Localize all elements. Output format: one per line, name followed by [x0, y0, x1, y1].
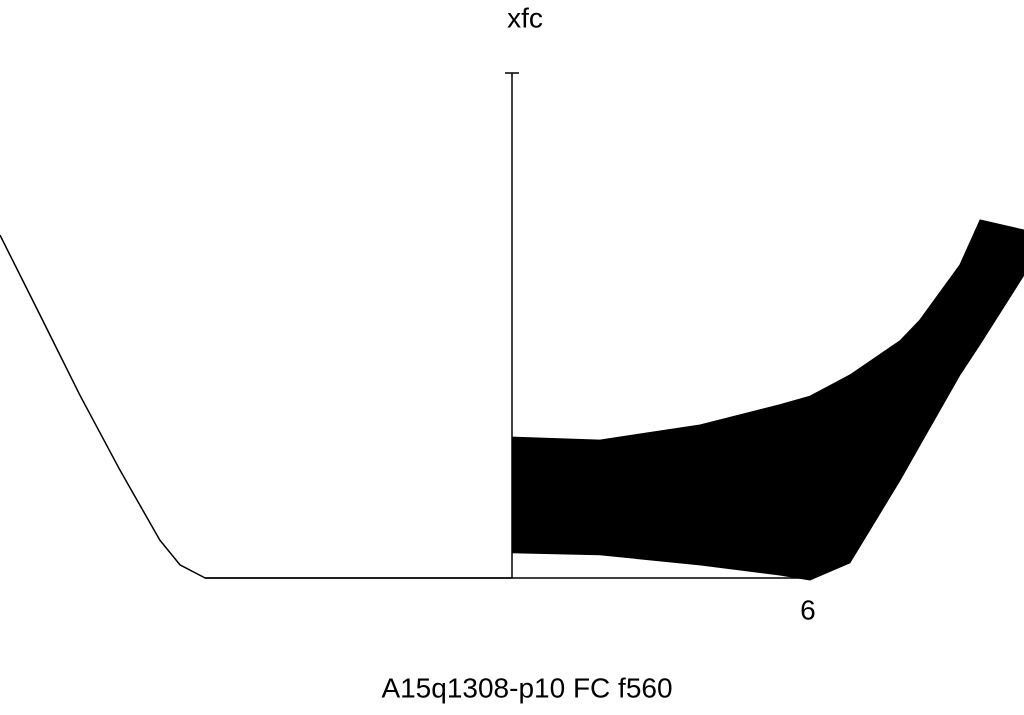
band — [511, 219, 1024, 581]
curve — [0, 234, 512, 579]
y-axis-label: xfc — [507, 2, 543, 33]
x-tick-label: 6 — [800, 594, 816, 625]
chart-title: A15q1308-p10 FC f560 — [381, 672, 672, 703]
